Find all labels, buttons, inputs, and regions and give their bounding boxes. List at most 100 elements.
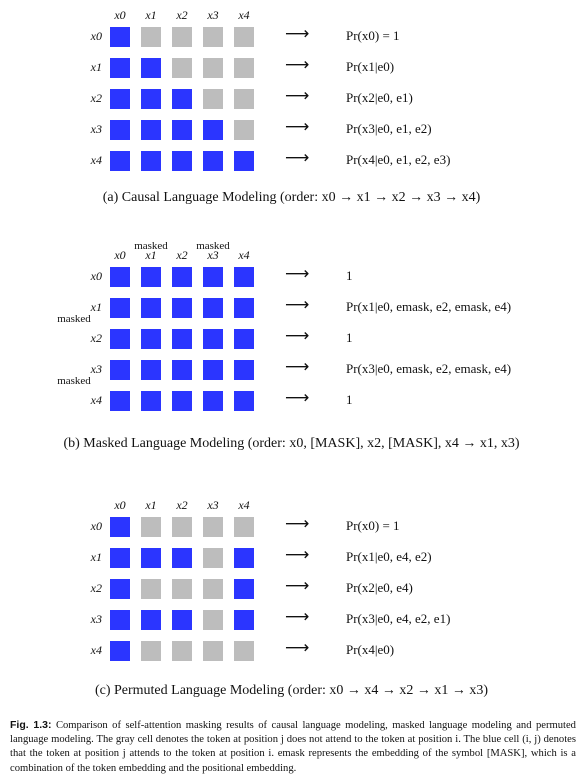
no-attend-cell <box>141 579 161 599</box>
no-attend-cell <box>203 27 223 47</box>
column-sublabel: masked <box>134 240 168 252</box>
attend-cell <box>110 151 130 171</box>
no-attend-cell <box>234 89 254 109</box>
attend-cell <box>141 120 161 140</box>
attend-cell <box>110 267 130 287</box>
row-sublabel: masked <box>57 313 91 325</box>
attend-cell <box>203 391 223 411</box>
attend-cell <box>141 391 161 411</box>
attend-cell <box>234 298 254 318</box>
attention-panel-1: x0 masked x1 x2 masked x3 x4 x0 ⟶ 1 x1 masked ⟶ Pr(x1… <box>0 240 583 480</box>
probability-formula: 1 <box>346 330 353 345</box>
column-label: x1 <box>145 498 157 512</box>
no-attend-cell <box>234 517 254 537</box>
attend-cell <box>172 360 192 380</box>
no-attend-cell <box>203 89 223 109</box>
no-attend-cell <box>203 548 223 568</box>
column-label: x0 <box>114 498 126 512</box>
probability-formula: Pr(x0) = 1 <box>346 518 400 533</box>
probability-formula: Pr(x1|e0, emask, e2, emask, e4) <box>346 299 512 314</box>
attend-cell <box>110 391 130 411</box>
attend-cell <box>141 610 161 630</box>
column-label: x3 <box>207 498 219 512</box>
arrow-icon: ⟶ <box>285 24 310 44</box>
arrow-icon: ⟶ <box>285 326 310 346</box>
attend-cell <box>172 89 192 109</box>
no-attend-cell <box>172 58 192 78</box>
arrow-icon: ⟶ <box>285 86 310 106</box>
no-attend-cell <box>141 641 161 661</box>
attend-cell <box>141 151 161 171</box>
arrow-icon: ⟶ <box>285 117 310 137</box>
no-attend-cell <box>172 517 192 537</box>
row-label: x1 <box>90 550 102 564</box>
attend-cell <box>110 548 130 568</box>
no-attend-cell <box>172 579 192 599</box>
attend-cell <box>110 120 130 140</box>
attend-cell <box>234 360 254 380</box>
attention-panel-0: x0 x1 x2 x3 x4 x0 ⟶ Pr(x0) = 1 x1 ⟶ Pr(x1|e0) x2 ⟶ Pr… <box>0 0 583 240</box>
no-attend-cell <box>172 641 192 661</box>
panel-caption: (a) Causal Language Modeling (order: x0 … <box>102 190 481 205</box>
column-label: x4 <box>238 8 250 22</box>
attend-cell <box>141 89 161 109</box>
no-attend-cell <box>234 27 254 47</box>
row-label: x4 <box>90 153 102 167</box>
attend-cell <box>172 610 192 630</box>
no-attend-cell <box>203 641 223 661</box>
column-label: x4 <box>238 248 250 262</box>
row-label: x0 <box>90 29 102 43</box>
figure-caption-text: Comparison of self-attention masking res… <box>10 720 576 774</box>
probability-formula: Pr(x0) = 1 <box>346 28 400 43</box>
no-attend-cell <box>141 27 161 47</box>
probability-formula: Pr(x2|e0, e1) <box>346 90 413 105</box>
arrow-icon: ⟶ <box>285 264 310 284</box>
attend-cell <box>234 548 254 568</box>
attend-cell <box>172 120 192 140</box>
no-attend-cell <box>141 517 161 537</box>
row-label: x3 <box>90 612 102 626</box>
attend-cell <box>203 120 223 140</box>
attend-cell <box>234 329 254 349</box>
arrow-icon: ⟶ <box>285 545 310 565</box>
row-sublabel: masked <box>57 375 91 387</box>
attend-cell <box>203 298 223 318</box>
row-label: x0 <box>90 269 102 283</box>
attend-cell <box>141 329 161 349</box>
attend-cell <box>234 579 254 599</box>
column-label: x1 <box>145 8 157 22</box>
probability-formula: Pr(x3|e0, e1, e2) <box>346 121 432 136</box>
column-sublabel: masked <box>196 240 230 252</box>
attend-cell <box>141 298 161 318</box>
arrow-icon: ⟶ <box>285 388 310 408</box>
attend-cell <box>172 548 192 568</box>
no-attend-cell <box>203 579 223 599</box>
row-label: x0 <box>90 519 102 533</box>
probability-formula: Pr(x4|e0, e1, e2, e3) <box>346 152 451 167</box>
attend-cell <box>110 27 130 47</box>
no-attend-cell <box>172 27 192 47</box>
arrow-icon: ⟶ <box>285 148 310 168</box>
attend-cell <box>110 58 130 78</box>
arrow-icon: ⟶ <box>285 55 310 75</box>
probability-formula: Pr(x2|e0, e4) <box>346 580 413 595</box>
arrow-icon: ⟶ <box>285 576 310 596</box>
row-label: x4 <box>90 393 102 407</box>
probability-formula: 1 <box>346 268 353 283</box>
figure-caption-label: Fig. 1.3: <box>10 719 52 731</box>
attend-cell <box>234 610 254 630</box>
column-label: x3 <box>207 8 219 22</box>
arrow-icon: ⟶ <box>285 638 310 658</box>
row-label: x1 <box>90 300 102 314</box>
column-label: x2 <box>176 8 188 22</box>
probability-formula: Pr(x3|e0, e4, e2, e1) <box>346 611 451 626</box>
attend-cell <box>172 151 192 171</box>
attend-cell <box>110 517 130 537</box>
attend-cell <box>141 548 161 568</box>
arrow-icon: ⟶ <box>285 295 310 315</box>
row-label: x2 <box>90 581 102 595</box>
column-label: x1 <box>145 248 157 262</box>
probability-formula: 1 <box>346 392 353 407</box>
no-attend-cell <box>203 517 223 537</box>
attend-cell <box>203 329 223 349</box>
